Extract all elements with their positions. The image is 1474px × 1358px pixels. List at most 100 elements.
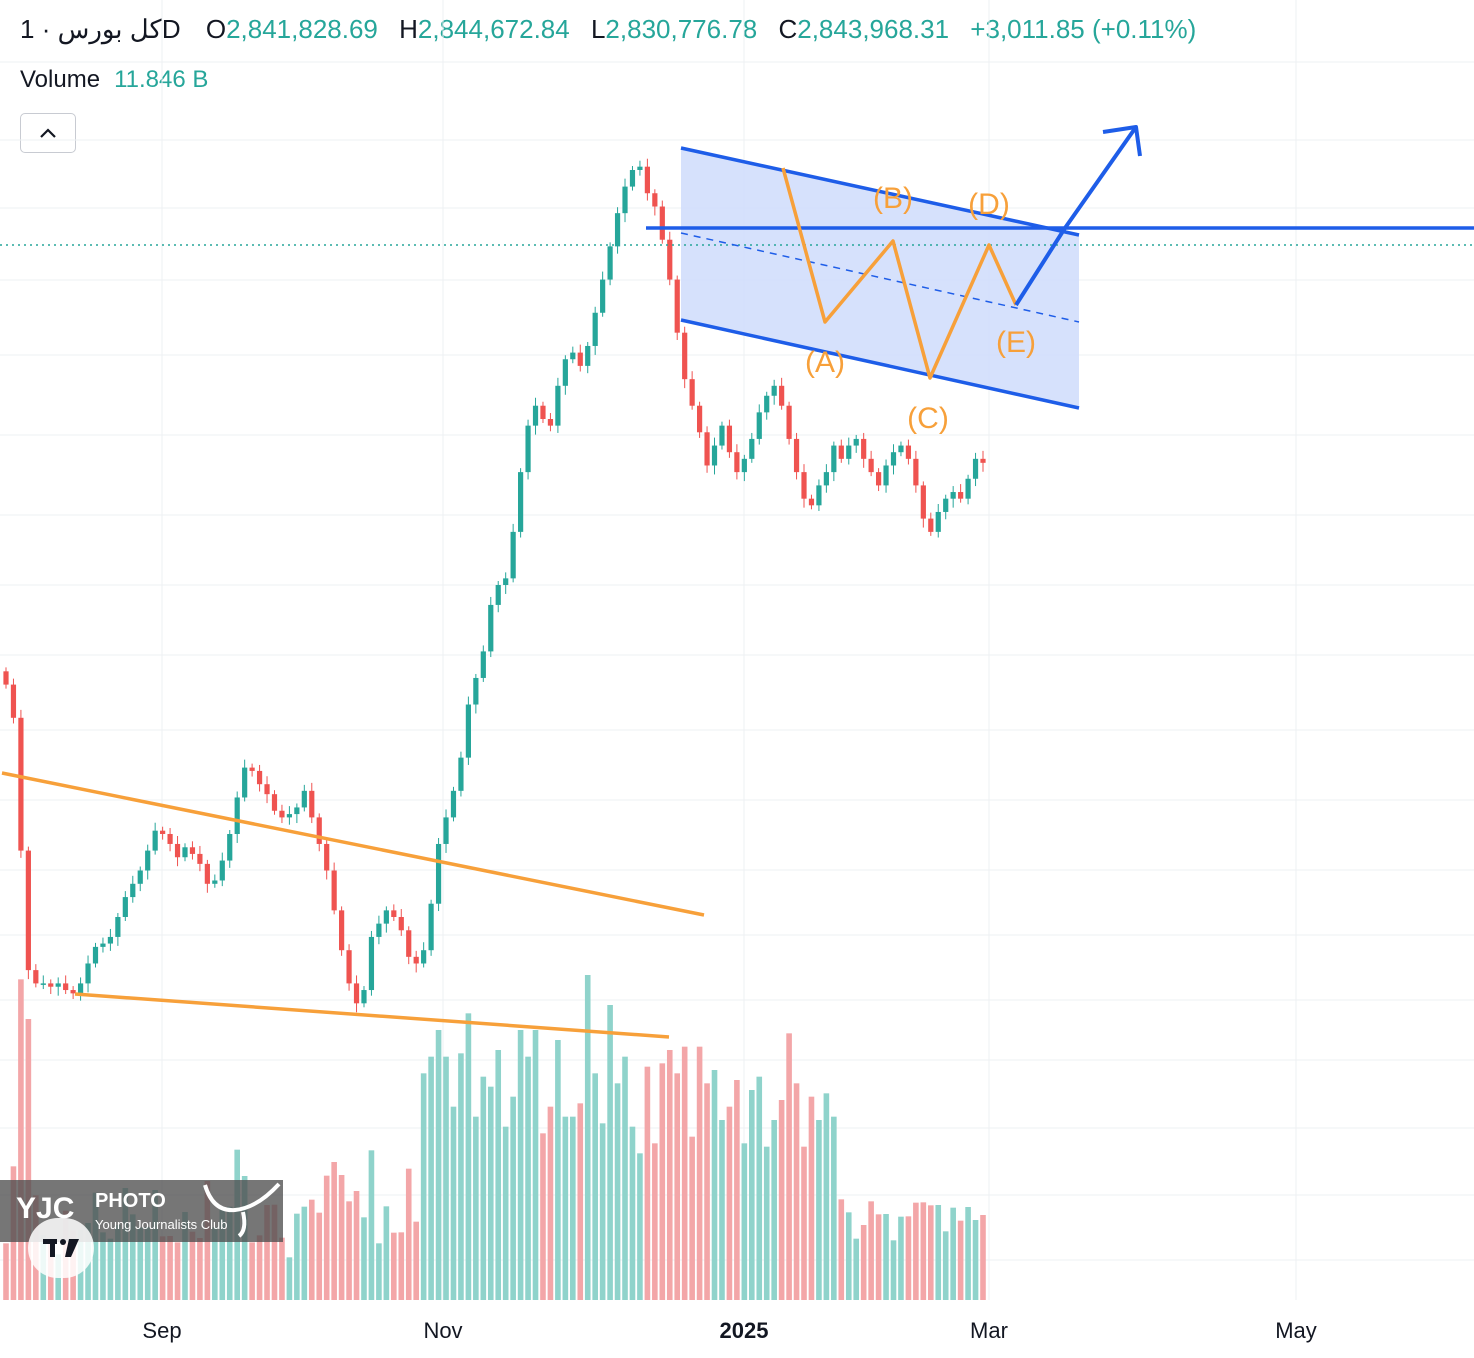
volume-bar bbox=[868, 1201, 874, 1300]
open-value: 2,841,828.69 bbox=[226, 14, 378, 44]
candle-body bbox=[473, 677, 479, 705]
volume-bar bbox=[279, 1237, 285, 1300]
candle-body bbox=[801, 472, 807, 499]
candle-body bbox=[831, 445, 837, 473]
candle-body bbox=[749, 438, 755, 459]
volume-bar bbox=[607, 1005, 613, 1300]
candle-body bbox=[480, 651, 486, 678]
volume-bar bbox=[659, 1063, 666, 1300]
candle-body bbox=[704, 432, 710, 466]
candle-body bbox=[905, 445, 912, 459]
volume-bar bbox=[428, 1056, 434, 1300]
volume-bar bbox=[980, 1215, 986, 1300]
symbol-title[interactable]: کل بورس · 1D bbox=[20, 14, 181, 44]
volume-bar bbox=[294, 1213, 300, 1300]
candle-body bbox=[786, 405, 792, 439]
volume-bar bbox=[167, 1236, 173, 1300]
close-label: C bbox=[778, 14, 798, 44]
candle-body bbox=[838, 445, 844, 459]
candle-body bbox=[793, 438, 800, 473]
candle-body bbox=[622, 186, 628, 214]
candle-body bbox=[696, 405, 703, 433]
volume-bar bbox=[853, 1238, 860, 1300]
volume-bar bbox=[786, 1033, 792, 1300]
candle-body bbox=[406, 930, 412, 957]
volume-bar bbox=[577, 1103, 584, 1300]
volume-bar bbox=[308, 1199, 315, 1300]
volume-bar bbox=[226, 1206, 233, 1300]
collapse-legend-button[interactable] bbox=[20, 113, 76, 153]
volume-bar bbox=[256, 1235, 263, 1300]
volume-bar bbox=[450, 1106, 457, 1300]
volume-bar bbox=[391, 1232, 397, 1300]
candle-body bbox=[77, 983, 84, 994]
candle-body bbox=[271, 794, 278, 811]
volume-bar bbox=[122, 1188, 129, 1300]
candle-body bbox=[659, 206, 665, 240]
candle-body bbox=[644, 166, 650, 194]
watermark-kind: PHOTO bbox=[95, 1190, 166, 1212]
volume-bar bbox=[316, 1212, 323, 1300]
volume-bar bbox=[480, 1076, 487, 1300]
breakout-arrow-line bbox=[1014, 125, 1138, 307]
volume-bar bbox=[584, 975, 591, 1300]
volume-bar bbox=[398, 1232, 405, 1300]
candle-body bbox=[48, 983, 54, 987]
volume-bar bbox=[838, 1199, 845, 1300]
candle-body bbox=[779, 385, 785, 406]
candle-body bbox=[540, 405, 546, 419]
candle-body bbox=[592, 312, 598, 346]
volume-bar bbox=[629, 1126, 636, 1300]
volume-bar bbox=[756, 1076, 763, 1300]
candle-body bbox=[383, 910, 389, 924]
candle-body bbox=[607, 246, 613, 280]
volume-label: Volume bbox=[20, 66, 101, 93]
candle-body bbox=[853, 438, 859, 446]
volume-bar bbox=[92, 1192, 99, 1300]
candle-body bbox=[10, 684, 17, 718]
volume-bar bbox=[719, 1120, 725, 1300]
volume-bar bbox=[458, 1053, 464, 1300]
candle-body bbox=[40, 983, 46, 985]
volume-bar bbox=[144, 1227, 151, 1300]
volume-bar bbox=[331, 1162, 337, 1300]
candle-body bbox=[316, 817, 322, 844]
candle-body bbox=[361, 990, 367, 1004]
candle-body bbox=[562, 359, 568, 386]
candle-body bbox=[875, 472, 882, 486]
volume-bar bbox=[905, 1216, 912, 1300]
candle-body bbox=[495, 585, 501, 605]
volume-bar bbox=[771, 1120, 777, 1300]
watermark-org: Young Journalists Club bbox=[95, 1217, 228, 1232]
candle-body bbox=[532, 405, 539, 426]
candle-body bbox=[234, 797, 240, 834]
volume-bar bbox=[159, 1236, 166, 1300]
candle-body bbox=[413, 956, 419, 964]
volume-bar bbox=[816, 1120, 822, 1300]
candle-body bbox=[652, 193, 658, 207]
tv-logo-icon[interactable] bbox=[28, 1218, 94, 1278]
volume-bar bbox=[927, 1205, 934, 1300]
candle-body bbox=[943, 498, 949, 512]
volume-bar bbox=[405, 1168, 412, 1300]
volume-bar bbox=[570, 1116, 576, 1300]
volume-bar bbox=[413, 1221, 419, 1300]
volume-bar bbox=[540, 1133, 546, 1300]
yjc-logo-icon bbox=[203, 1182, 281, 1238]
volume-bar bbox=[652, 1143, 658, 1300]
volume-bar bbox=[704, 1083, 710, 1300]
volume-bar bbox=[808, 1096, 815, 1300]
volume-bar bbox=[473, 1116, 479, 1300]
candle-body bbox=[145, 850, 151, 871]
low-label: L bbox=[590, 14, 606, 44]
x-tick-nov: Nov bbox=[423, 1318, 463, 1343]
volume-bar bbox=[115, 1225, 121, 1300]
volume-legend: Volume 11.846 B bbox=[20, 66, 208, 94]
candle-body bbox=[25, 850, 31, 971]
candle-body bbox=[920, 485, 926, 519]
volume-bar bbox=[323, 1175, 330, 1300]
volume-bar bbox=[644, 1066, 651, 1300]
volume-bar bbox=[502, 1126, 509, 1300]
volume-bar bbox=[383, 1206, 390, 1300]
